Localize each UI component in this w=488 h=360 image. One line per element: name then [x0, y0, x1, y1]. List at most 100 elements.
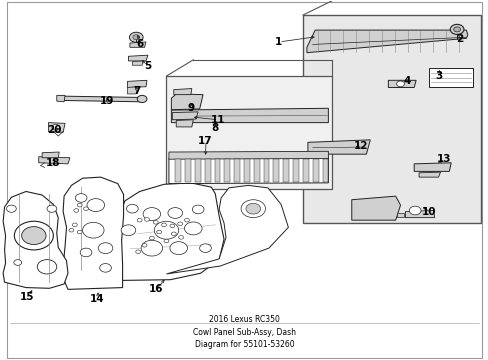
Polygon shape	[234, 159, 240, 182]
Circle shape	[245, 203, 260, 214]
Polygon shape	[273, 159, 279, 182]
Polygon shape	[63, 177, 123, 289]
Circle shape	[126, 204, 138, 213]
Polygon shape	[292, 159, 298, 182]
Circle shape	[137, 95, 147, 103]
Circle shape	[184, 219, 189, 222]
Circle shape	[192, 205, 203, 214]
Polygon shape	[396, 213, 404, 217]
Circle shape	[153, 221, 158, 224]
Circle shape	[77, 203, 82, 207]
Polygon shape	[214, 159, 220, 182]
Circle shape	[144, 218, 149, 221]
Text: 15: 15	[20, 292, 35, 302]
Polygon shape	[283, 159, 288, 182]
Polygon shape	[387, 80, 415, 87]
Text: 2016 Lexus RC350
Cowl Panel Sub-Assy, Dash
Diagram for 55101-53260: 2016 Lexus RC350 Cowl Panel Sub-Assy, Da…	[193, 315, 295, 349]
Text: 10: 10	[421, 207, 435, 217]
Polygon shape	[171, 94, 203, 110]
Circle shape	[82, 222, 104, 238]
Text: 5: 5	[144, 61, 151, 71]
Polygon shape	[224, 159, 230, 182]
Circle shape	[52, 125, 60, 130]
Polygon shape	[307, 140, 369, 154]
Text: 20: 20	[47, 125, 61, 135]
Circle shape	[98, 243, 113, 253]
Text: 14: 14	[90, 294, 104, 304]
Polygon shape	[128, 55, 148, 61]
Circle shape	[14, 221, 53, 250]
Polygon shape	[253, 159, 259, 182]
Polygon shape	[306, 30, 467, 53]
Circle shape	[37, 260, 57, 274]
Polygon shape	[168, 157, 328, 184]
Polygon shape	[127, 87, 137, 94]
Text: 9: 9	[187, 103, 194, 113]
Text: 13: 13	[436, 154, 451, 164]
Polygon shape	[428, 68, 472, 87]
Polygon shape	[130, 42, 146, 47]
Circle shape	[121, 225, 136, 235]
Polygon shape	[405, 211, 434, 218]
Polygon shape	[171, 108, 328, 123]
Circle shape	[449, 24, 463, 35]
Circle shape	[80, 248, 92, 257]
Polygon shape	[322, 159, 328, 182]
Circle shape	[169, 242, 187, 255]
Polygon shape	[168, 151, 328, 159]
Circle shape	[72, 223, 77, 226]
Text: 11: 11	[210, 115, 224, 125]
Circle shape	[6, 205, 16, 212]
Text: 16: 16	[148, 284, 163, 294]
Circle shape	[83, 207, 88, 211]
Polygon shape	[173, 89, 191, 95]
Polygon shape	[166, 76, 331, 189]
Polygon shape	[117, 183, 224, 280]
Circle shape	[69, 228, 74, 232]
Text: 4: 4	[403, 76, 410, 86]
Circle shape	[453, 27, 460, 32]
Circle shape	[199, 244, 211, 252]
Circle shape	[167, 208, 182, 219]
Polygon shape	[57, 95, 65, 102]
Polygon shape	[39, 157, 70, 164]
Text: 7: 7	[133, 86, 141, 96]
Polygon shape	[42, 152, 59, 158]
Text: 2: 2	[455, 35, 463, 44]
Polygon shape	[132, 61, 143, 65]
Text: 8: 8	[211, 123, 219, 132]
Polygon shape	[172, 112, 198, 120]
Circle shape	[141, 240, 162, 256]
Polygon shape	[184, 159, 190, 182]
Polygon shape	[263, 159, 269, 182]
Polygon shape	[418, 172, 440, 177]
Circle shape	[74, 209, 79, 212]
Text: 17: 17	[198, 136, 212, 145]
Text: 1: 1	[274, 37, 282, 47]
Circle shape	[163, 239, 168, 243]
Circle shape	[177, 222, 182, 226]
Polygon shape	[127, 80, 147, 87]
Polygon shape	[204, 159, 210, 182]
Circle shape	[129, 32, 143, 42]
Circle shape	[137, 219, 142, 222]
Circle shape	[408, 206, 420, 215]
Polygon shape	[244, 159, 249, 182]
Circle shape	[149, 236, 154, 240]
Circle shape	[75, 194, 87, 202]
Circle shape	[87, 199, 104, 212]
Polygon shape	[302, 159, 308, 182]
Polygon shape	[312, 159, 318, 182]
Circle shape	[100, 264, 111, 272]
Text: 12: 12	[353, 140, 368, 150]
Circle shape	[77, 230, 82, 234]
Text: 6: 6	[136, 39, 143, 49]
Polygon shape	[3, 192, 68, 288]
Polygon shape	[303, 15, 480, 223]
Text: 18: 18	[46, 158, 61, 168]
Circle shape	[136, 250, 141, 253]
Circle shape	[133, 35, 140, 40]
Circle shape	[14, 260, 21, 265]
Circle shape	[154, 221, 178, 239]
Circle shape	[21, 226, 46, 244]
